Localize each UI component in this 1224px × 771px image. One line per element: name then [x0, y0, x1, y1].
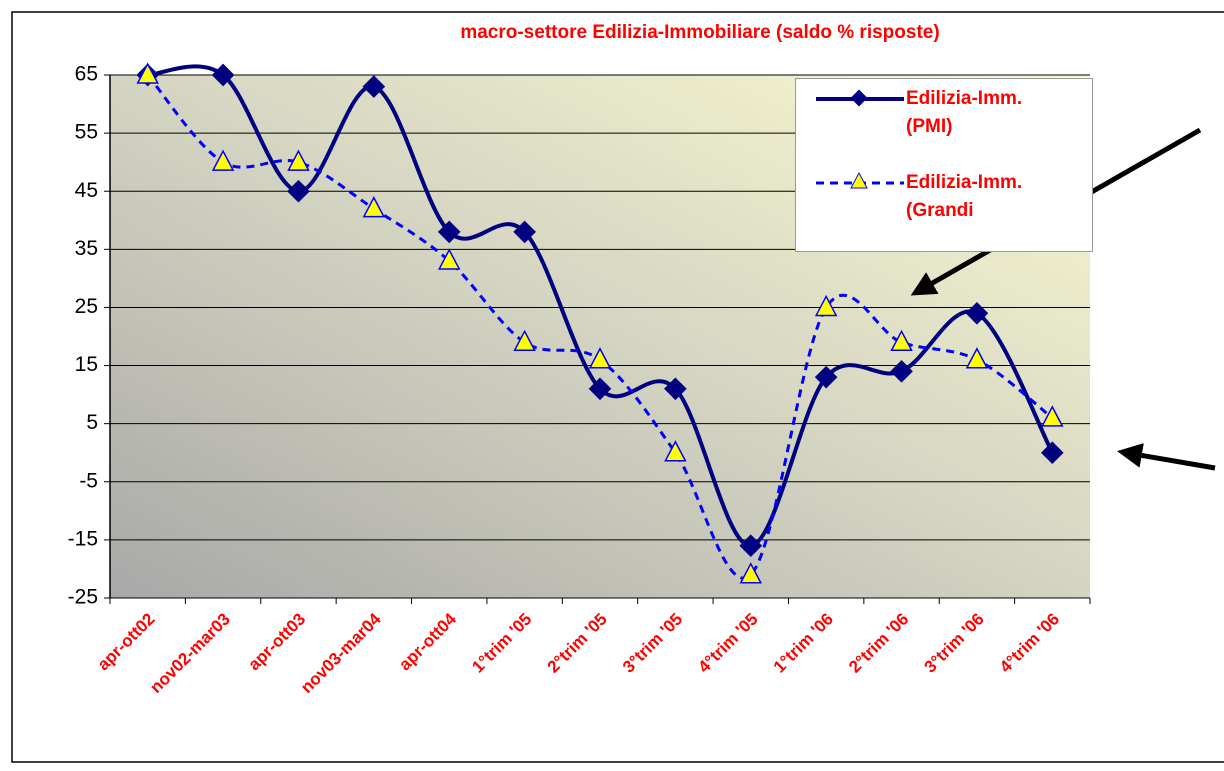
legend-swatch — [816, 89, 904, 107]
marker — [437, 248, 461, 270]
marker — [664, 440, 687, 462]
marker — [211, 149, 235, 171]
marker — [588, 347, 612, 369]
legend-label: Edilizia-Imm. (Grandi — [906, 172, 1023, 221]
annotation-arrow — [1117, 443, 1216, 471]
marker — [287, 149, 310, 171]
legend: Edilizia-Imm. (PMI) Edilizia-Imm. (Grand… — [795, 78, 1093, 252]
y-tick-label: 5 — [86, 411, 98, 434]
y-tick-label: 55 — [75, 121, 98, 144]
y-tick-label: -25 — [68, 586, 98, 609]
marker — [513, 329, 536, 352]
y-tick-label: 25 — [75, 295, 98, 318]
marker — [588, 377, 612, 401]
marker — [890, 329, 913, 352]
y-tick-label: 35 — [75, 237, 98, 260]
marker — [362, 196, 386, 218]
legend-item: Edilizia-Imm. (PMI) — [796, 79, 1092, 159]
marker — [965, 301, 989, 325]
marker — [664, 377, 687, 401]
legend-item: Edilizia-Imm. (Grandi — [796, 163, 1092, 243]
marker — [965, 347, 989, 369]
chart-title: macro-settore Edilizia-Immobiliare (sald… — [460, 22, 939, 43]
marker — [739, 534, 763, 558]
y-tick-label: 45 — [75, 179, 98, 202]
marker — [1040, 441, 1064, 465]
y-tick-label: -15 — [68, 527, 98, 550]
marker — [362, 75, 386, 98]
marker — [890, 360, 913, 383]
y-tick-label: 65 — [75, 63, 98, 86]
marker — [1041, 405, 1064, 427]
marker — [211, 63, 235, 87]
marker — [814, 294, 838, 317]
marker — [739, 562, 763, 584]
marker — [136, 62, 159, 84]
legend-label: Edilizia-Imm. (PMI) — [906, 88, 1023, 137]
y-tick-label: 15 — [75, 353, 98, 376]
legend-swatch — [816, 171, 904, 189]
marker — [814, 365, 838, 389]
y-tick-label: -5 — [79, 469, 98, 492]
